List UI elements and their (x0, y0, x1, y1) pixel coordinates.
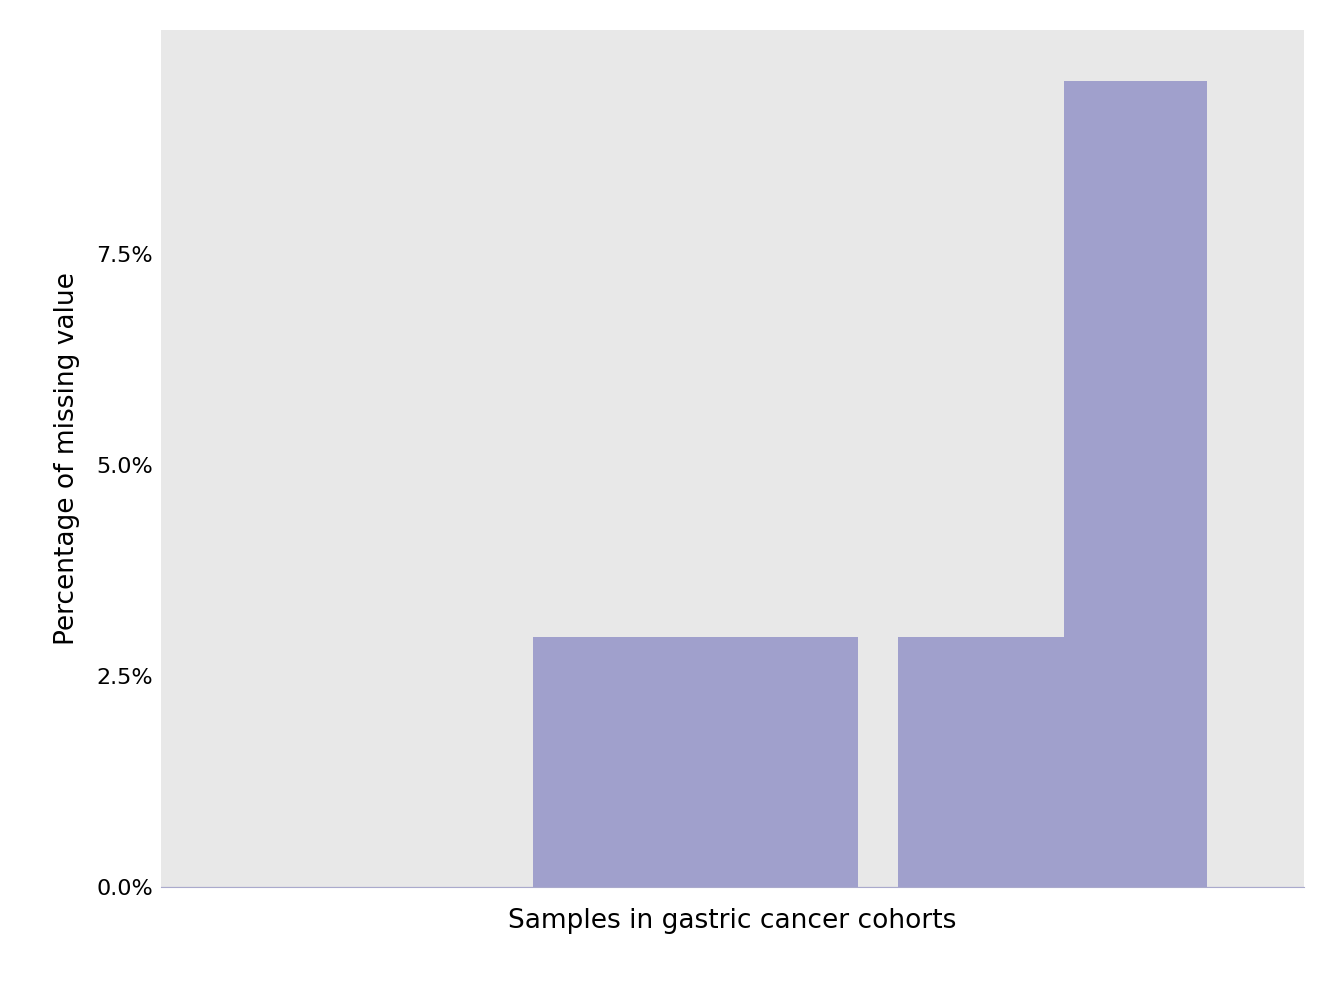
Y-axis label: Percentage of missing value: Percentage of missing value (54, 272, 79, 645)
Bar (532, 637, 857, 887)
X-axis label: Samples in gastric cancer cohorts: Samples in gastric cancer cohorts (508, 908, 957, 933)
Bar (898, 637, 1064, 887)
Bar (1064, 81, 1207, 887)
